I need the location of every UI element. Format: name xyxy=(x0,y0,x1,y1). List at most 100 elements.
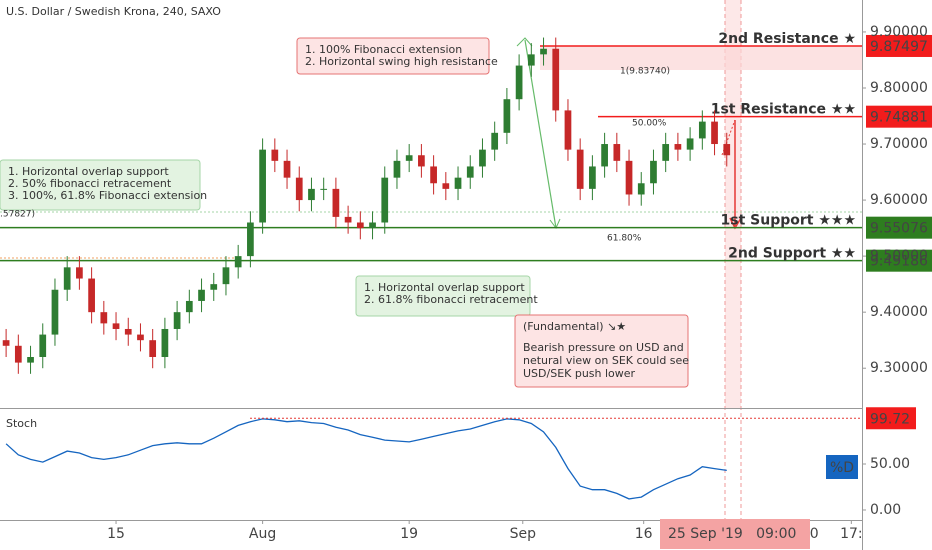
candle-body xyxy=(63,267,71,290)
candle-body xyxy=(137,334,144,341)
y-tick-label: 9.80000 xyxy=(870,80,928,96)
stoch-marker-badge xyxy=(866,407,916,430)
candle-body xyxy=(100,312,108,324)
candle-body xyxy=(149,340,157,357)
crosshair-label: 25 Sep '19 09:00 0 xyxy=(668,526,819,542)
annotation-text: Bearish pressure on USD and xyxy=(523,341,684,354)
x-tick-label: 15 xyxy=(107,526,125,542)
candle-body xyxy=(430,166,437,184)
candle-body xyxy=(210,284,218,290)
candle-body xyxy=(369,222,376,229)
candle-body xyxy=(552,48,560,111)
legend-badge xyxy=(826,455,858,479)
candle-body xyxy=(625,160,633,195)
chart-title: U.S. Dollar / Swedish Krona, 240, SAXO xyxy=(6,5,221,18)
candle-body xyxy=(2,340,10,346)
candle-body xyxy=(454,177,462,189)
candle-body xyxy=(51,289,59,335)
fib-label: 61.80% xyxy=(607,234,642,244)
candle-body xyxy=(76,267,83,279)
annotation-text: 3. 100%, 61.8% Fibonacci extension xyxy=(8,189,207,202)
level-label: 1st Resistance ★★ xyxy=(711,102,856,118)
candle-body xyxy=(515,65,523,100)
annotation-text: netural view on SEK could see xyxy=(523,354,689,367)
candle-body xyxy=(589,166,596,189)
candle-body xyxy=(393,160,401,178)
candle-body xyxy=(234,256,242,268)
annotation-text: 2. Horizontal swing high resistance xyxy=(305,55,498,68)
candle-body xyxy=(356,222,364,229)
candle-body xyxy=(711,121,718,145)
candle-body xyxy=(442,183,450,189)
y-tick-label: 50.00 xyxy=(870,456,910,472)
level-label: 2nd Support ★★ xyxy=(728,246,856,262)
candle-body xyxy=(479,149,486,167)
candle-body xyxy=(491,132,499,150)
candle-body xyxy=(173,312,181,329)
annotation-text: USD/SEK push lower xyxy=(523,367,636,380)
candle-body xyxy=(247,222,254,257)
annotation-text: 1. Horizontal overlap support xyxy=(364,281,525,294)
indicator-title: Stoch xyxy=(6,417,37,430)
crosshair-badge xyxy=(660,519,810,549)
candle-body xyxy=(674,144,682,150)
x-tick-label: 19 xyxy=(400,526,418,542)
candle-body xyxy=(637,183,645,195)
candle-body xyxy=(650,160,657,184)
candle-body xyxy=(527,54,535,66)
annotation-text: 1. 100% Fibonacci extension xyxy=(305,43,462,56)
annotation-box xyxy=(514,314,689,388)
fib-label: 1(9.83740) xyxy=(620,67,670,77)
candle-body xyxy=(698,121,706,139)
candle-body xyxy=(271,149,279,161)
x-tick-label: Sep xyxy=(510,526,537,542)
candle-body xyxy=(283,160,291,178)
arrow-head xyxy=(516,37,533,47)
candle-body xyxy=(332,188,340,217)
legend-label: %D xyxy=(830,460,854,476)
level-badge xyxy=(866,34,932,57)
candle-body xyxy=(222,267,230,285)
x-tick-label: Aug xyxy=(249,526,276,542)
level-label: 1st Support ★★★ xyxy=(721,213,856,229)
annotation-text: 2. 61.8% fibonacci retracement xyxy=(364,293,538,306)
candle-body xyxy=(185,300,193,313)
candle-body xyxy=(466,166,474,178)
fib-arrow xyxy=(524,39,557,229)
candle-body xyxy=(601,144,608,167)
candle-body xyxy=(662,144,670,161)
candle-body xyxy=(198,289,205,301)
candle-body xyxy=(308,188,315,201)
candle-body xyxy=(124,328,132,335)
candle-body xyxy=(39,334,47,357)
candle-body xyxy=(259,149,266,223)
x-tick-label: 17: xyxy=(840,526,863,542)
candle-body xyxy=(723,144,731,156)
candle-body xyxy=(295,177,303,201)
candle-body xyxy=(161,328,169,357)
crosshair-zone xyxy=(725,0,741,408)
y-tick-label: 9.70000 xyxy=(870,136,928,152)
level-badge xyxy=(866,216,932,239)
candle-body xyxy=(540,48,547,55)
level-value: 9.87497 xyxy=(870,39,928,55)
annotation-box xyxy=(0,159,201,211)
candle-body xyxy=(381,177,389,223)
annotation-text: (Fundamental) ↘★ xyxy=(523,320,626,333)
level-value: 9.74881 xyxy=(870,110,928,126)
level-value: 9.49186 xyxy=(870,254,928,270)
candle-body xyxy=(112,323,120,329)
candle-body xyxy=(576,149,584,189)
y-tick-label: 9.60000 xyxy=(870,192,928,208)
x-tick-label: 16 xyxy=(635,526,653,542)
fib-label: 50.00% xyxy=(632,119,667,129)
y-tick-label: 9.40000 xyxy=(870,304,928,320)
resistance-zone xyxy=(540,46,862,70)
annotation-text: 2. 50% fibonacci retracement xyxy=(8,177,172,190)
candle-body xyxy=(14,345,22,363)
stoch-marker-value: 99.72 xyxy=(870,411,910,427)
level-badge xyxy=(866,105,932,128)
fib-label: .57827) xyxy=(0,210,35,220)
